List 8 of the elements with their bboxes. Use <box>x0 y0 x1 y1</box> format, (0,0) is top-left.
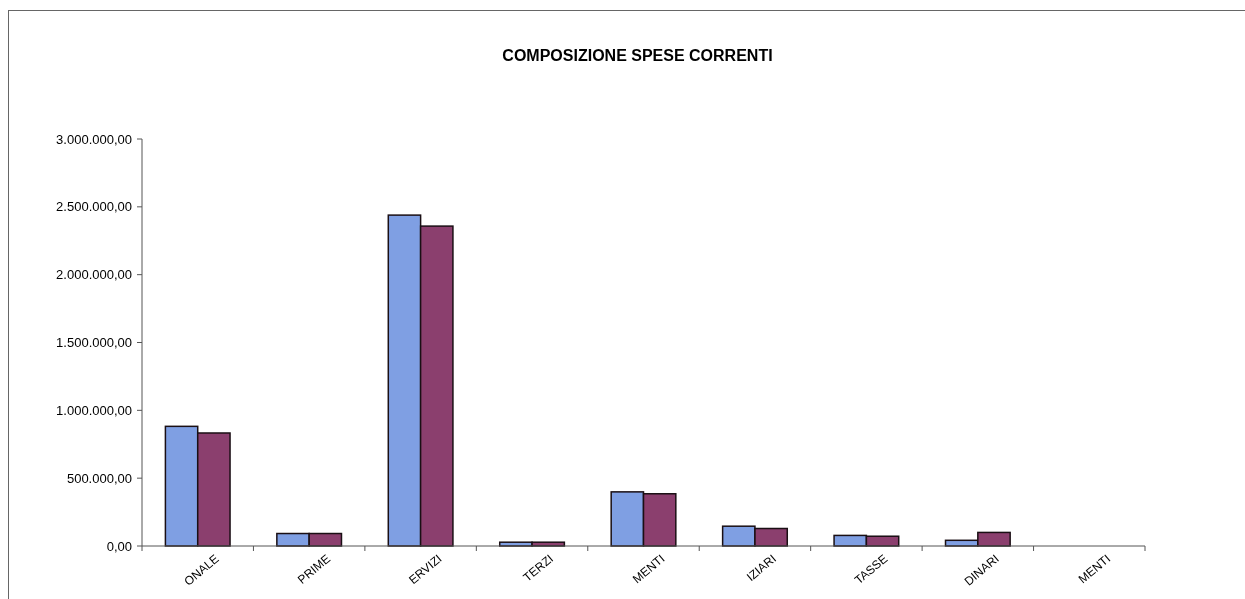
y-tick-label: 0,00 <box>106 538 132 554</box>
y-tick-label: 1.000.000,00 <box>56 402 132 418</box>
y-tick-label: 3.000.000,00 <box>56 131 132 147</box>
y-tick-label: 1.500.000,00 <box>56 335 132 351</box>
chart-title: COMPOSIZIONE SPESE CORRENTI <box>502 47 773 64</box>
y-tick-label: 2.500.000,00 <box>56 199 132 215</box>
y-tick-label: 500.000,00 <box>66 470 132 486</box>
y-tick-label: 2.000.000,00 <box>56 267 132 283</box>
